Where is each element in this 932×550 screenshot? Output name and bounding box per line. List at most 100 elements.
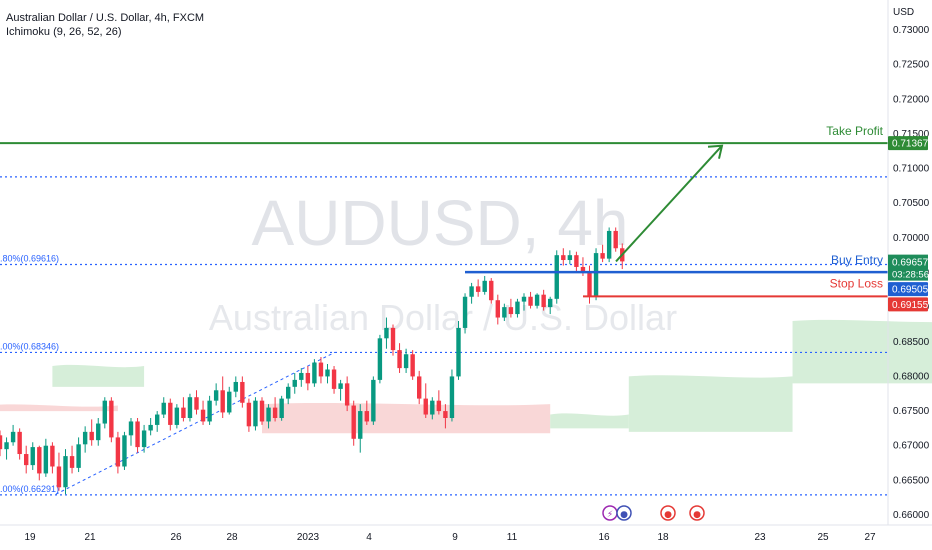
candle-body [377,338,383,380]
buy-entry-label: Buy Entry [831,253,883,267]
candle-body [213,390,219,401]
candle-body [148,424,153,431]
time-tick-label: 16 [598,532,610,543]
candle-body [587,272,592,297]
fib-label: .80%(0.69616) [0,253,59,263]
candle-body [325,369,330,377]
price-axis[interactable]: 0.66000 0.66500 0.67000 0.67500 0.68000 0.685… [887,0,930,525]
candle-body [200,409,206,422]
candle-body [43,445,49,474]
candle-body [37,447,42,474]
candle-body [115,437,121,467]
projection-arrow[interactable] [615,144,724,263]
candle-body [548,298,553,308]
time-axis[interactable]: 19 21 26 28 2023 4 9 11 16 18 23 25 27 [0,524,932,543]
candle-body [541,294,546,308]
candle-body [69,456,75,468]
candle-body [482,280,487,292]
event-glyph: ● [664,510,672,520]
candle-body [528,296,533,306]
price-tick-label: 0.68500 [893,337,930,348]
candle-body [593,253,599,297]
candle-body [168,402,173,425]
candle-body [534,294,540,306]
take-profit-label: Take Profit [826,124,883,138]
last-price-tag: 0.69657 [892,258,929,269]
candle-body [613,230,618,249]
candle-body [475,286,481,292]
trade-levels[interactable]: Take Profit Buy Entry Stop Loss [0,124,888,298]
indicator-label: Ichimoku (9, 26, 52, 26) [6,26,122,38]
candle-body [174,407,180,425]
candle-body [410,354,415,377]
fib-diagonal-line [55,351,336,495]
price-tick-label: 0.70000 [893,233,930,244]
candle-body [279,398,284,418]
watermark: AUDUSD, 4h Australian Dollar / U.S. Doll… [209,187,677,338]
stop-loss-tag-bg [888,297,928,312]
candle-body [580,266,586,273]
candle-body [0,435,3,450]
candle-body [344,383,350,406]
candle-body [456,327,461,377]
fib-label: .00%(0.68346) [0,341,59,351]
stop-loss-tag: 0.69155 [892,300,929,311]
candle-body [338,383,343,389]
time-tick-label: 2023 [297,532,320,543]
take-profit-tag: 0.71367 [892,139,929,150]
candle-body [600,253,605,259]
event-icon [689,505,705,521]
price-tick-label: 0.71000 [893,164,930,175]
candle-body [266,407,271,422]
candle-body [417,376,422,399]
candle-body [286,386,291,399]
price-tick-label: 0.71500 [893,129,930,140]
candle-body [181,407,186,418]
price-tick-label: 0.68000 [893,371,930,382]
time-tick-label: 11 [507,532,518,543]
candle-body [102,400,107,424]
candle-body [331,369,337,389]
price-tick-label: 0.66000 [893,510,930,521]
candle-body [246,402,252,427]
candle-body [50,445,55,467]
candle-body [233,381,238,392]
candle-body [96,423,101,441]
candle-body [502,307,507,318]
price-tick-label: 0.70500 [893,198,930,209]
candle-body [364,411,369,422]
price-tick-label: 0.66500 [893,475,930,486]
cloud-segment [628,375,793,432]
candle-body [489,280,494,301]
economic-events[interactable]: ⚡ ● ● ● [602,505,705,521]
candle-body [63,456,68,488]
candle-body [606,230,612,259]
candle-body [495,300,500,318]
candle-body [89,431,94,441]
candle-body [449,376,455,418]
candle-body [469,286,474,297]
candle-body [508,307,514,315]
watermark-symbol: AUDUSD, 4h [252,187,629,259]
candle-body [561,255,566,261]
candle-body [430,400,435,415]
event-glyph: ● [620,510,628,520]
candle-body [443,411,448,418]
candle-body [76,444,81,468]
candle-body [30,447,35,466]
candle-body [109,400,114,438]
candle-body [299,372,304,380]
candle-body [227,391,232,413]
candle-body [56,466,62,488]
cloud-segment [52,364,145,387]
event-icon [660,505,676,521]
candle-body [403,354,409,369]
candle-body [423,398,428,415]
candle-body [312,362,317,384]
candle-body [4,442,9,450]
arrow-shaft [615,145,723,263]
time-tick-label: 21 [84,532,96,543]
candle-body [272,407,278,418]
time-tick-label: 25 [817,532,829,543]
